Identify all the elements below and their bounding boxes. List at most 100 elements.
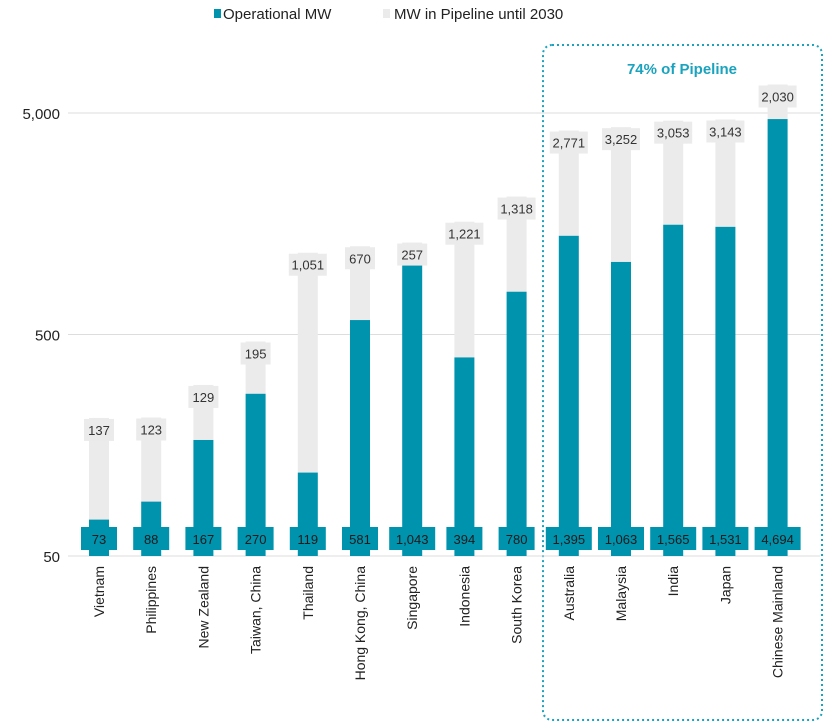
bar-pipeline [611,127,631,262]
pipeline-label-box [497,197,536,220]
legend-swatch-pipeline [383,9,390,18]
x-tick-label: Chinese Mainland [770,566,786,678]
operational-label-box [650,527,697,550]
operational-data-label: 780 [506,532,528,547]
bar-operational [767,119,788,556]
pipeline-data-label: 670 [349,251,371,266]
operational-label-box [702,527,749,550]
x-tick-label: India [665,566,681,597]
pipeline-data-label: 257 [401,248,423,263]
operational-label-box [389,527,436,550]
pipeline-label-box [240,342,271,365]
legend-label-operational: Operational MW [223,6,332,23]
legend-label-pipeline: MW in Pipeline until 2030 [394,6,563,23]
legend: Operational MW MW in Pipeline until 2030 [214,6,563,23]
operational-label-box [342,527,378,550]
bar-operational [558,235,579,556]
bar-pipeline [715,119,736,227]
pipeline-label-box [549,131,588,154]
operational-label-box [289,527,326,550]
x-tick-label: Vietnam [91,566,107,617]
pipeline-data-label: 3,053 [657,126,690,141]
operational-data-label: 167 [193,532,215,547]
operational-data-label: 88 [144,532,158,547]
pipeline-data-label: 3,143 [709,124,742,139]
operational-data-label: 1,531 [709,532,742,547]
operational-label-box [133,527,170,550]
pipeline-data-label: 3,252 [605,132,638,147]
operational-label-box [754,527,801,550]
operational-data-label: 394 [454,532,476,547]
operational-data-label: 270 [245,532,267,547]
bar-pipeline [506,196,527,292]
bar-operational [193,439,214,556]
x-tick-label: Hong Kong, China [352,566,368,681]
bar-pipeline [558,130,579,236]
bar-pipeline [297,252,318,473]
pipeline-label-box [445,222,484,245]
pipeline-label-box [654,121,693,144]
pipeline-data-label: 123 [140,422,162,437]
operational-data-label: 1,395 [553,532,586,547]
bar-operational [663,224,684,556]
pipeline-label-box [345,247,375,270]
operational-data-label: 119 [297,532,318,547]
pipeline-data-label: 1,221 [448,227,481,242]
operational-label-box [446,527,483,550]
operational-label-box [237,527,274,550]
x-tick-label: Japan [717,566,733,604]
y-tick-label: 50 [43,549,60,566]
bar-operational [506,291,527,556]
y-tick-label: 500 [35,328,60,345]
bar-operational [350,320,370,556]
operational-label-box [545,527,592,550]
bar-pipeline [89,417,109,520]
pipeline-data-label: 2,771 [553,136,586,151]
x-tick-label: Australia [561,566,577,621]
bar-operational [611,261,631,556]
pipeline-data-label: 195 [245,346,267,361]
operational-label-box [185,527,222,550]
x-tick-label: New Zealand [195,566,211,649]
bar-operational [454,357,475,556]
pipeline-label-box [397,243,428,266]
pipeline-highlight-box [542,44,823,721]
operational-data-label: 73 [92,532,106,547]
bar-operational [402,263,423,556]
bar-operational [715,226,736,556]
pipeline-data-label: 1,051 [292,258,325,273]
operational-data-label: 1,063 [605,532,638,547]
bar-pipeline [663,120,684,225]
pipeline-label-box [84,418,114,441]
pipeline-data-label: 1,318 [500,202,533,217]
pipeline-annotation: 74% of Pipeline [627,61,737,78]
y-tick-label: 5,000 [22,106,60,123]
x-tick-label: Taiwan, China [248,566,264,654]
pipeline-label-box [288,253,327,276]
legend-swatch-operational [214,9,221,18]
pipeline-label-box [188,385,219,408]
x-tick-label: South Korea [509,566,525,644]
operational-label-box [598,527,644,550]
operational-data-label: 1,043 [396,532,429,547]
x-tick-label: Philippines [143,566,159,634]
operational-label-box [498,527,535,550]
pipeline-data-label: 2,030 [761,90,794,105]
bar-operational [245,393,266,556]
operational-data-label: 1,565 [657,532,690,547]
bar-pipeline [454,221,475,358]
pipeline-label-box [706,120,745,143]
x-tick-label: Singapore [404,566,420,630]
pipeline-data-label: 137 [88,423,110,438]
operational-label-box [81,527,117,550]
pipeline-label-box [758,85,797,108]
pipeline-label-box [136,418,167,441]
x-tick-label: Thailand [300,566,316,620]
x-tick-label: Malaysia [613,566,629,621]
x-tick-label: Indonesia [456,566,472,627]
pipeline-data-label: 129 [193,390,215,405]
operational-data-label: 581 [349,532,371,547]
operational-data-label: 4,694 [761,532,794,547]
